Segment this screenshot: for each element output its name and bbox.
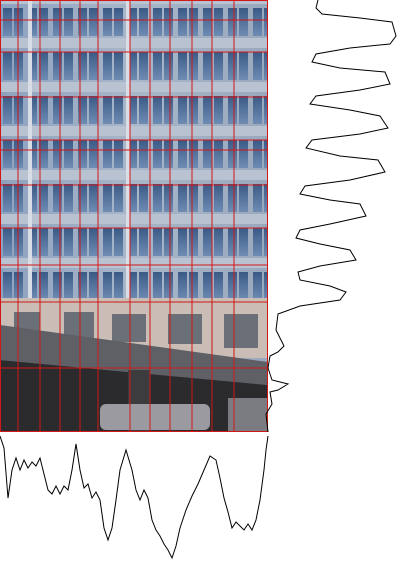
lower-windows	[14, 312, 258, 348]
row-profile	[265, 0, 397, 433]
overpass	[0, 325, 268, 385]
truck	[228, 398, 268, 432]
column-profile	[0, 435, 269, 560]
red-grid	[0, 0, 268, 432]
car	[100, 404, 210, 430]
